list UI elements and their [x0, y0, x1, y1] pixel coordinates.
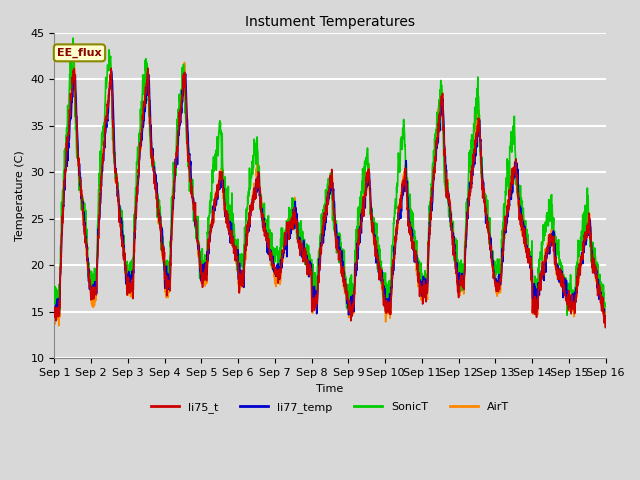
li77_temp: [51, 312, 58, 318]
Title: Instument Temperatures: Instument Temperatures: [245, 15, 415, 29]
li77_temp: [554, 266, 561, 272]
Text: EE_flux: EE_flux: [57, 48, 102, 58]
AirT: [70, 59, 77, 65]
li77_temp: [108, 68, 115, 73]
Line: AirT: AirT: [54, 62, 605, 326]
Line: li75_t: li75_t: [54, 68, 605, 327]
AirT: [569, 307, 577, 313]
Legend: li75_t, li77_temp, SonicT, AirT: li75_t, li77_temp, SonicT, AirT: [147, 398, 513, 418]
li75_t: [205, 236, 212, 242]
Line: li77_temp: li77_temp: [54, 71, 605, 327]
li77_temp: [205, 240, 212, 246]
SonicT: [358, 183, 366, 189]
Line: SonicT: SonicT: [54, 38, 605, 316]
X-axis label: Time: Time: [316, 384, 344, 394]
AirT: [358, 205, 366, 211]
li77_temp: [358, 218, 366, 224]
AirT: [602, 313, 609, 319]
li75_t: [602, 319, 609, 325]
li77_temp: [602, 324, 609, 330]
Y-axis label: Temperature (C): Temperature (C): [15, 150, 25, 241]
AirT: [491, 273, 499, 278]
li75_t: [569, 301, 577, 307]
li75_t: [358, 206, 366, 212]
li77_temp: [491, 274, 499, 280]
SonicT: [51, 300, 58, 306]
SonicT: [602, 303, 609, 309]
li75_t: [346, 301, 354, 307]
li75_t: [554, 272, 561, 278]
li77_temp: [346, 298, 354, 303]
li75_t: [108, 65, 115, 71]
SonicT: [554, 252, 561, 258]
li77_temp: [569, 291, 577, 297]
SonicT: [346, 280, 354, 286]
SonicT: [69, 35, 77, 41]
AirT: [346, 309, 354, 314]
SonicT: [491, 263, 499, 269]
SonicT: [600, 313, 608, 319]
AirT: [55, 323, 63, 329]
SonicT: [569, 294, 577, 300]
li75_t: [51, 304, 58, 310]
li75_t: [602, 324, 609, 330]
SonicT: [205, 230, 212, 236]
li75_t: [491, 277, 499, 283]
AirT: [205, 242, 212, 248]
AirT: [554, 269, 561, 275]
AirT: [51, 319, 58, 325]
